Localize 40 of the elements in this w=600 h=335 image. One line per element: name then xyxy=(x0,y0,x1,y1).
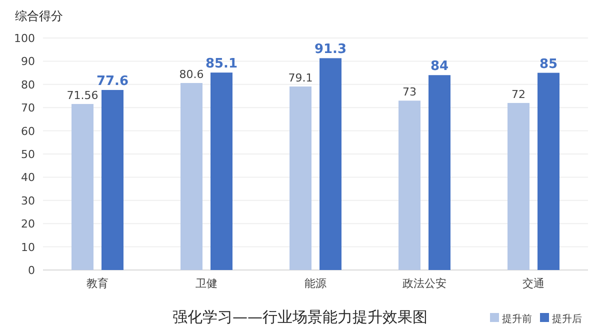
legend-label: 提升后 xyxy=(552,313,582,325)
x-tick-label: 政法公安 xyxy=(402,277,446,290)
y-tick-label: 60 xyxy=(21,124,35,138)
data-label: 85 xyxy=(539,56,558,72)
x-tick-label: 卫健 xyxy=(196,277,218,290)
legend-label: 提升前 xyxy=(502,313,532,325)
y-axis-title: 综合得分 xyxy=(15,9,63,23)
bar xyxy=(72,104,94,270)
data-label: 91.3 xyxy=(314,42,347,58)
bar xyxy=(210,72,232,270)
data-label: 84 xyxy=(430,59,449,74)
x-tick-label: 教育 xyxy=(86,277,108,290)
bar xyxy=(538,72,560,270)
data-label: 79.1 xyxy=(288,71,313,84)
bar xyxy=(508,102,530,270)
data-label: 71.56 xyxy=(66,88,98,102)
y-tick-label: 10 xyxy=(21,240,35,254)
data-label: 85.1 xyxy=(205,56,238,72)
y-tick-label: 20 xyxy=(21,218,35,231)
data-label: 77.6 xyxy=(96,74,129,89)
y-tick-label: 40 xyxy=(21,171,35,184)
x-tick-label: 交通 xyxy=(522,277,544,290)
y-tick-label: 80 xyxy=(21,78,35,92)
bar xyxy=(320,58,342,270)
y-tick-label: 70 xyxy=(21,102,35,115)
text: 强化学习——行业场景能力提升效果图 xyxy=(172,308,428,326)
bar xyxy=(428,75,450,270)
data-label: 80.6 xyxy=(179,68,204,82)
bar xyxy=(180,83,202,270)
bar xyxy=(398,100,420,270)
y-tick-label: 50 xyxy=(21,148,35,161)
y-tick-label: 30 xyxy=(21,194,35,208)
y-tick-label: 100 xyxy=(14,32,35,45)
bar xyxy=(290,86,312,270)
x-tick-label: 能源 xyxy=(304,277,326,290)
y-tick-label: 90 xyxy=(21,55,35,68)
data-label: 72 xyxy=(512,88,526,101)
data-label: 73 xyxy=(402,86,416,99)
bar xyxy=(102,90,124,270)
y-tick-label: 0 xyxy=(28,264,35,277)
